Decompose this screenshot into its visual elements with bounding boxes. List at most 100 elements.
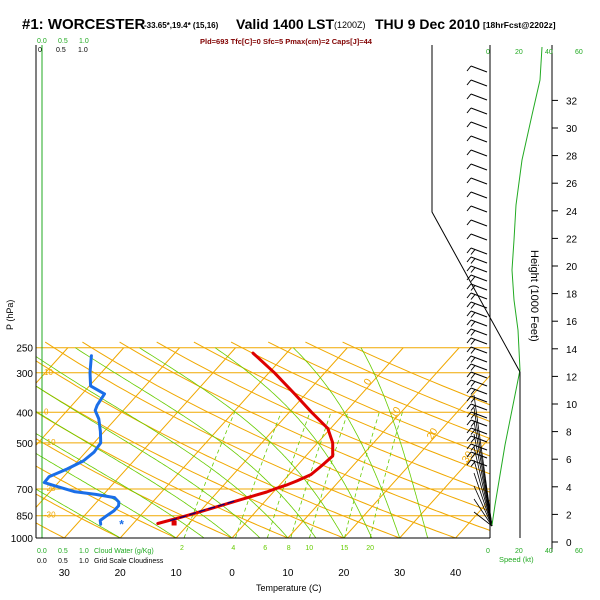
height-tick-label: 6 [566, 455, 572, 466]
mixing-ratio-line [290, 412, 332, 538]
speed-axis-labels: 0 20 40 60 0 20 40 60 [486, 49, 583, 555]
wind-barb-flag [466, 395, 472, 402]
wind-barb [470, 419, 488, 427]
wind-barb-flag [466, 328, 472, 335]
wind-barb-flag [470, 285, 476, 291]
surface-dewpoint-marker: * [119, 518, 124, 532]
wind-barb-flag [466, 435, 472, 442]
wind-barb-flag [470, 381, 476, 387]
moist-adiabat-line [293, 347, 401, 538]
pressure-tick-label: 400 [16, 408, 33, 419]
mixing-ratio-line [235, 412, 282, 538]
moist-adiabat-line [214, 347, 373, 538]
wind-barb-flag [466, 177, 472, 184]
dry-adiabat-line [36, 465, 178, 538]
wind-barb [473, 459, 493, 527]
isotherm-line [63, 347, 236, 538]
dry-adiabat-line [342, 341, 490, 406]
bl-top-black-0: 0 [38, 47, 42, 54]
wind-barb [470, 135, 488, 143]
dry-adiabat-line [36, 493, 122, 538]
wind-barb-flag [466, 459, 472, 466]
wind-barb-flag [466, 292, 472, 299]
wind-barb [470, 79, 488, 87]
valid-time: Valid 1400 LST [236, 16, 334, 32]
wind-barb [470, 163, 488, 171]
wind-barb-flag [466, 149, 472, 156]
wind-barb [470, 283, 488, 291]
wind-barb [470, 233, 488, 241]
height-tick-label: 8 [566, 428, 572, 439]
height-tick-label: 20 [566, 262, 578, 273]
wind-barb [470, 403, 488, 411]
moist-adiabat-line [36, 385, 261, 538]
wind-barb-flag [466, 107, 472, 114]
height-tick-label: 32 [566, 96, 578, 107]
bl-bottom-black-2: 1.0 [79, 558, 89, 565]
isotherm-line [36, 347, 69, 384]
height-tick-label: 10 [566, 400, 578, 411]
wind-barb [470, 65, 488, 73]
dry-adiabat-line [305, 341, 490, 423]
wind-barb-flag [466, 191, 472, 198]
dry-adiabat-line [36, 438, 234, 538]
bl-bottom-green-1: 0.5 [58, 548, 68, 555]
dry-adiabat-label: 0 [44, 407, 49, 416]
isotherm-line [36, 347, 180, 509]
mixing-ratio-line [309, 412, 349, 538]
moist-adiabat-line [36, 433, 205, 538]
pressure-tick-label: 700 [16, 485, 33, 496]
bl-bottom-black-1: 0.5 [58, 558, 68, 565]
wind-barb [470, 310, 488, 318]
wind-barb [470, 395, 488, 403]
bl-bottom-green-0: 0.0 [37, 548, 47, 555]
wind-barb-flag [470, 330, 476, 336]
wind-barb [473, 420, 493, 527]
mixing-ratio-label: 15 [341, 545, 349, 552]
wind-barb-flag [466, 265, 472, 272]
height-tick-label: 0 [566, 538, 572, 549]
wind-barb-flag [466, 337, 472, 344]
wind-barb-flag [466, 443, 472, 450]
height-tick-label: 16 [566, 317, 578, 328]
wind-speed-profile [491, 46, 543, 526]
wind-barb [470, 149, 488, 157]
wind-barb [473, 511, 493, 527]
dry-adiabat-label: -20 [44, 484, 56, 493]
wind-barb-flag [466, 363, 472, 370]
speed-bottom-60: 60 [575, 548, 583, 555]
bl-top-black-2: 1.0 [78, 47, 88, 54]
wind-barb-flag [466, 319, 472, 326]
wind-barb [470, 265, 488, 273]
dry-adiabat-line [36, 360, 402, 538]
wind-barb [470, 177, 488, 185]
wind-barb-flag [470, 437, 476, 443]
wind-barb [470, 328, 488, 336]
wind-barb-flag [466, 247, 472, 254]
wind-barb [470, 247, 488, 255]
wind-barb-flag [470, 267, 476, 273]
wind-barb-flag [466, 371, 472, 378]
temperature-tick-label: 30 [59, 568, 71, 579]
chart-title: #1: WORCESTER [22, 16, 146, 33]
speed-top-40: 40 [545, 49, 553, 56]
mixing-ratio-label: 20 [366, 545, 374, 552]
height-tick-label: 18 [566, 290, 578, 301]
wind-barb-flag [470, 249, 476, 255]
moist-adiabat-line [36, 452, 177, 538]
mixing-ratio-label: 2 [180, 545, 184, 552]
dry-adiabat-line [156, 341, 490, 493]
profile-bracket-line [431, 45, 521, 538]
temperature-tick-label: 20 [338, 568, 350, 579]
wind-barb-flag [466, 219, 472, 226]
dry-adiabat-line [230, 341, 490, 457]
pressure-tick-label: 300 [16, 369, 33, 380]
wind-barb [470, 451, 488, 459]
mixing-ratio-label: 8 [287, 545, 291, 552]
speed-top-0: 0 [486, 49, 490, 56]
isotherm-line [287, 347, 460, 538]
surface-temperature-marker [171, 520, 177, 526]
wind-barb [470, 274, 488, 282]
dry-adiabat-line [36, 522, 66, 538]
